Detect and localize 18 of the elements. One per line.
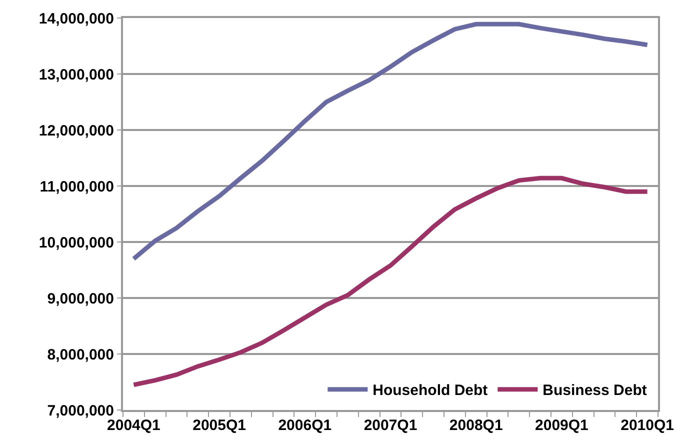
y-tick-label: 14,000,000 <box>38 10 114 28</box>
x-tick-label: 2010Q1 <box>620 417 674 434</box>
line-series <box>131 22 650 262</box>
y-tick-label: 10,000,000 <box>38 234 114 252</box>
y-tick-label: 11,000,000 <box>40 178 114 196</box>
x-tick-label: 2004Q1 <box>107 417 160 434</box>
x-tick-label: 2008Q1 <box>449 417 503 434</box>
y-tick-label: 9,000,000 <box>47 290 114 308</box>
y-tick-label: 12,000,000 <box>38 122 114 140</box>
y-tick-label: 8,000,000 <box>47 346 114 364</box>
x-tick-label: 2006Q1 <box>278 417 332 434</box>
legend-label: Household Debt <box>372 382 488 400</box>
x-tick-label: 2005Q1 <box>192 417 246 434</box>
y-tick-label: 13,000,000 <box>38 66 114 84</box>
y-tick-label: 7,000,000 <box>47 402 114 420</box>
x-tick-label: 2007Q1 <box>364 417 418 434</box>
x-tick-label: 2009Q1 <box>535 417 588 434</box>
legend-label: Business Debt <box>542 382 647 400</box>
